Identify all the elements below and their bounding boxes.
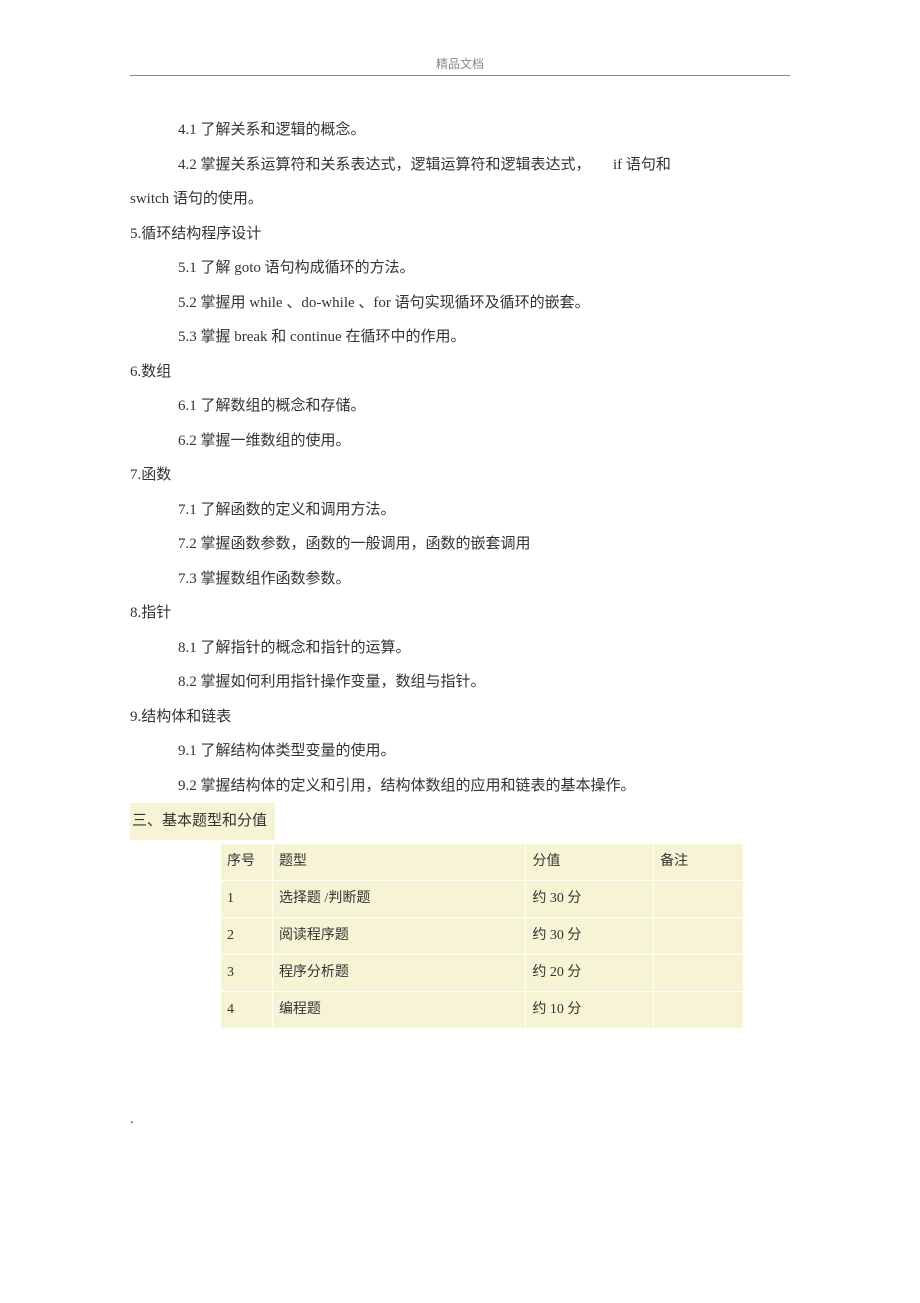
table-row: 1选择题 /判断题约 30 分 xyxy=(221,880,744,917)
body-line: 9.1 了解结构体类型变量的使用。 xyxy=(130,734,790,769)
table-cell xyxy=(654,992,744,1029)
body-line: 5.3 掌握 break 和 continue 在循环中的作用。 xyxy=(130,320,790,355)
body-line: 7.2 掌握函数参数，函数的一般调用，函数的嵌套调用 xyxy=(130,527,790,562)
col-header-no: 序号 xyxy=(221,843,273,880)
table-cell: 2 xyxy=(221,917,273,954)
section-heading: 三、基本题型和分值 xyxy=(130,803,275,840)
body-line: 9.结构体和链表 xyxy=(130,700,790,735)
table-cell: 选择题 /判断题 xyxy=(272,880,525,917)
table-cell: 约 20 分 xyxy=(526,955,654,992)
score-table: 序号 题型 分值 备注 1选择题 /判断题约 30 分2阅读程序题约 30 分3… xyxy=(220,843,744,1030)
col-header-type: 题型 xyxy=(272,843,525,880)
header-label: 精品文档 xyxy=(130,55,790,72)
table-cell: 1 xyxy=(221,880,273,917)
footer-mark: . xyxy=(130,1112,134,1128)
body-line: 9.2 掌握结构体的定义和引用，结构体数组的应用和链表的基本操作。 xyxy=(130,769,790,804)
col-header-score: 分值 xyxy=(526,843,654,880)
table-cell: 约 10 分 xyxy=(526,992,654,1029)
body-line: 7.3 掌握数组作函数参数。 xyxy=(130,562,790,597)
body-line: 5.1 了解 goto 语句构成循环的方法。 xyxy=(130,251,790,286)
body-line: 7.函数 xyxy=(130,458,790,493)
body-content: 4.1 了解关系和逻辑的概念。4.2 掌握关系运算符和关系表达式，逻辑运算符和逻… xyxy=(130,76,790,1029)
body-line: 6.2 掌握一维数组的使用。 xyxy=(130,424,790,459)
table-cell: 约 30 分 xyxy=(526,880,654,917)
table-cell xyxy=(654,917,744,954)
body-line: switch 语句的使用。 xyxy=(130,182,790,217)
body-line: 5.循环结构程序设计 xyxy=(130,217,790,252)
body-line: 6.数组 xyxy=(130,355,790,390)
section-heading-row: 三、基本题型和分值 xyxy=(130,803,790,840)
body-line: 8.2 掌握如何利用指针操作变量，数组与指针。 xyxy=(130,665,790,700)
table-cell: 程序分析题 xyxy=(272,955,525,992)
body-line: 8.1 了解指针的概念和指针的运算。 xyxy=(130,631,790,666)
table-cell: 阅读程序题 xyxy=(272,917,525,954)
table-cell: 4 xyxy=(221,992,273,1029)
body-line: 8.指针 xyxy=(130,596,790,631)
col-header-note: 备注 xyxy=(654,843,744,880)
table-row: 4编程题约 10 分 xyxy=(221,992,744,1029)
body-line: 4.2 掌握关系运算符和关系表达式，逻辑运算符和逻辑表达式， if 语句和 xyxy=(130,148,790,183)
body-line: 5.2 掌握用 while 、do-while 、for 语句实现循环及循环的嵌… xyxy=(130,286,790,321)
table-cell: 编程题 xyxy=(272,992,525,1029)
table-cell: 约 30 分 xyxy=(526,917,654,954)
body-line: 6.1 了解数组的概念和存储。 xyxy=(130,389,790,424)
table-row: 3程序分析题约 20 分 xyxy=(221,955,744,992)
body-line: 7.1 了解函数的定义和调用方法。 xyxy=(130,493,790,528)
table-cell: 3 xyxy=(221,955,273,992)
table-cell xyxy=(654,955,744,992)
table-header-row: 序号 题型 分值 备注 xyxy=(221,843,744,880)
table-cell xyxy=(654,880,744,917)
body-line: 4.1 了解关系和逻辑的概念。 xyxy=(130,113,790,148)
table-row: 2阅读程序题约 30 分 xyxy=(221,917,744,954)
